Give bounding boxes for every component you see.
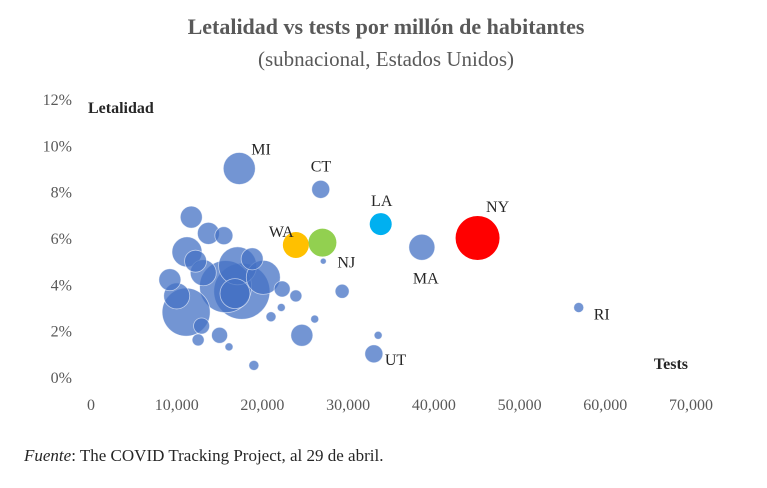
- data-point: [240, 247, 264, 271]
- point-ct: [311, 179, 331, 199]
- data-point: [319, 257, 327, 265]
- point-label-ri: RI: [594, 307, 610, 324]
- y-tick-label: 0%: [51, 370, 72, 387]
- point-wa: [282, 231, 309, 258]
- source-text: : The COVID Tracking Project, al 29 de a…: [71, 446, 384, 465]
- data-point: [191, 333, 205, 347]
- data-point: [224, 342, 234, 352]
- data-point: [265, 311, 277, 323]
- data-point: [211, 326, 228, 344]
- source-prefix: Fuente: [24, 446, 72, 465]
- y-axis-title: Letalidad: [88, 100, 154, 117]
- point-mi: [222, 152, 256, 185]
- y-tick-label: 8%: [51, 185, 72, 202]
- data-point: [179, 205, 203, 229]
- x-axis-ticks: 0 10,000 20,000 30,000 40,000 50,000 60,000 70,…: [87, 397, 713, 414]
- point-ri: [573, 302, 585, 313]
- x-tick-label: 0: [87, 397, 95, 414]
- x-tick-label: 30,000: [326, 397, 370, 414]
- data-point: [334, 283, 350, 299]
- data-points: [158, 152, 585, 371]
- data-point: [276, 303, 286, 312]
- chart-subtitle: (subnacional, Estados Unidos): [258, 47, 514, 71]
- data-point: [248, 360, 260, 371]
- point-labels: MI CT LA NY WA NJ MA RI UT: [251, 142, 609, 369]
- y-axis-ticks: 0% 2% 4% 6% 8% 10% 12%: [43, 92, 72, 387]
- x-tick-label: 60,000: [583, 397, 627, 414]
- y-tick-label: 12%: [43, 92, 72, 109]
- y-tick-label: 6%: [51, 231, 72, 248]
- x-tick-label: 10,000: [155, 397, 199, 414]
- point-label-ma: MA: [413, 270, 439, 287]
- data-point: [193, 317, 210, 335]
- point-nj: [308, 228, 337, 257]
- scatter-chart: Letalidad vs tests por millón de habitan…: [43, 14, 713, 414]
- y-tick-label: 10%: [43, 138, 72, 155]
- x-tick-label: 70,000: [669, 397, 713, 414]
- point-label-mi: MI: [251, 142, 271, 159]
- point-la: [369, 213, 392, 236]
- point-label-wa: WA: [269, 224, 294, 241]
- data-point: [310, 314, 320, 324]
- point-label-ut: UT: [385, 352, 407, 369]
- data-point: [290, 323, 314, 347]
- point-label-ct: CT: [311, 158, 332, 175]
- y-tick-label: 2%: [51, 324, 72, 341]
- data-point: [373, 330, 383, 340]
- x-tick-label: 20,000: [240, 397, 284, 414]
- y-tick-label: 4%: [51, 277, 72, 294]
- point-label-nj: NJ: [337, 255, 355, 272]
- data-point: [219, 278, 251, 310]
- data-point: [158, 268, 182, 292]
- point-label-ny: NY: [486, 199, 510, 216]
- point-ut: [364, 344, 384, 364]
- point-label-la: LA: [371, 193, 393, 210]
- point-ma: [408, 233, 436, 261]
- chart-title: Letalidad vs tests por millón de habitan…: [188, 14, 585, 39]
- x-tick-label: 40,000: [412, 397, 456, 414]
- point-ny: [455, 216, 500, 260]
- x-axis-title: Tests: [654, 356, 688, 373]
- data-point: [273, 280, 291, 298]
- x-tick-label: 50,000: [498, 397, 542, 414]
- data-point: [214, 226, 234, 246]
- data-point: [184, 249, 207, 273]
- data-point: [289, 289, 303, 303]
- source-note: Fuente: The COVID Tracking Project, al 2…: [24, 446, 383, 466]
